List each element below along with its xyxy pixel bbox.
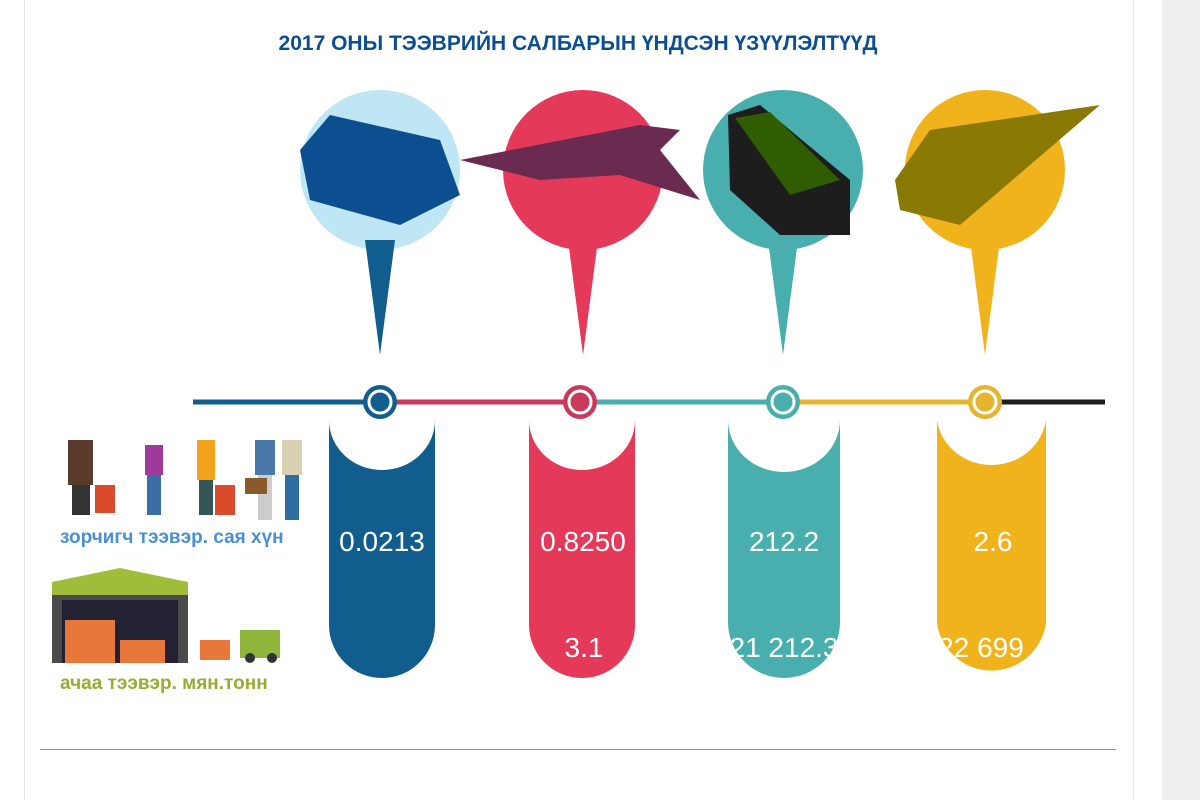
ship-icon — [300, 90, 460, 355]
bar-ship — [329, 420, 435, 678]
passenger-label: зорчигч тээвэр. сая хүн — [60, 527, 284, 548]
timeline-node — [363, 385, 397, 419]
airplane-icon — [460, 90, 700, 355]
air-cargo-value: 3.1 — [564, 632, 604, 663]
passengers-icon — [68, 440, 302, 520]
timeline-node — [563, 385, 597, 419]
train-passenger-value: 2.6 — [973, 526, 1013, 557]
air-passenger-value: 0.8250 — [540, 526, 626, 557]
bus-icon — [703, 90, 863, 355]
scrollbar-track[interactable] — [1162, 0, 1200, 800]
bar-air — [529, 420, 635, 678]
bus-passenger-value: 212.2 — [748, 526, 820, 557]
bus-cargo-value: 21 212.3 — [729, 632, 839, 663]
train-icon — [895, 90, 1100, 355]
divider — [40, 749, 1116, 750]
bar-bus — [728, 420, 840, 678]
page-title: 2017 ОНЫ ТЭЭВРИЙН САЛБАРЫН ҮНДСЭН ҮЗҮҮЛЭ… — [278, 32, 878, 55]
timeline-node — [766, 385, 800, 419]
warehouse-icon — [52, 568, 280, 663]
train-cargo-value: 22 699 — [938, 632, 1024, 663]
bar-train — [937, 420, 1046, 671]
timeline-node — [968, 385, 1002, 419]
cargo-label: ачаа тээвэр. мян.тонн — [60, 673, 268, 694]
ship-passenger-value: 0.0213 — [339, 526, 425, 557]
